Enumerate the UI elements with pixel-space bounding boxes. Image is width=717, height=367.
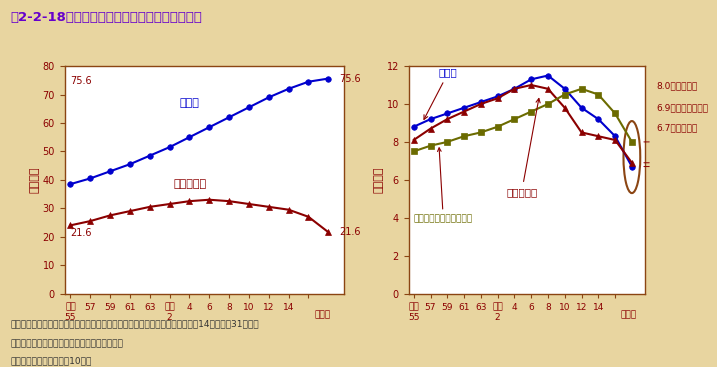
Text: 8.0（その他）: 8.0（その他） bbox=[656, 81, 698, 90]
Text: 研究支援者: 研究支援者 bbox=[174, 179, 206, 189]
Text: 注）各年次とも人文・社会科学等を含む４月１日現在の他である（ただし平成14年は３月31日）。: 注）各年次とも人文・社会科学等を含む４月１日現在の他である（ただし平成14年は３… bbox=[11, 319, 260, 328]
Text: 研究補助者: 研究補助者 bbox=[506, 98, 540, 197]
Text: 技能者: 技能者 bbox=[424, 68, 457, 119]
Y-axis label: （万人）: （万人） bbox=[29, 167, 39, 193]
Text: 75.6: 75.6 bbox=[339, 73, 361, 84]
Text: （年）: （年） bbox=[620, 310, 636, 320]
Text: 75.6: 75.6 bbox=[70, 76, 92, 86]
Text: 第2-2-18図　我が国の研究関係従事者数の推移: 第2-2-18図 我が国の研究関係従事者数の推移 bbox=[11, 11, 203, 24]
Text: （参照：付属資料３．（10））: （参照：付属資料３．（10）） bbox=[11, 356, 92, 365]
Text: 21.6: 21.6 bbox=[339, 227, 361, 237]
Text: （年）: （年） bbox=[315, 310, 331, 320]
Y-axis label: （万人）: （万人） bbox=[374, 167, 384, 193]
Text: 資料：総務省統計局「科学技術研究調査報告」: 資料：総務省統計局「科学技術研究調査報告」 bbox=[11, 339, 123, 349]
Text: 研究事務その他の関係者: 研究事務その他の関係者 bbox=[414, 148, 473, 224]
Text: 6.9（研究補助者）: 6.9（研究補助者） bbox=[656, 103, 708, 112]
Text: 6.7（技能者）: 6.7（技能者） bbox=[656, 123, 698, 132]
Text: 21.6: 21.6 bbox=[70, 228, 92, 238]
Text: 研究者: 研究者 bbox=[179, 98, 199, 108]
